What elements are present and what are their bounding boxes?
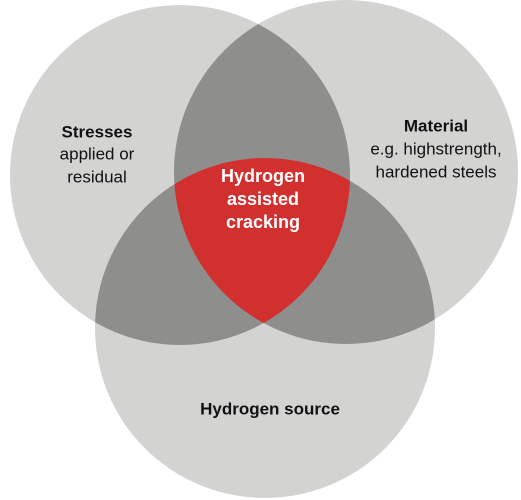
node-label: Stresses [62,122,133,141]
node-description: applied or [60,144,135,163]
node-label: Hydrogen source [200,399,340,418]
node-description: e.g. highstrength, [370,139,501,158]
node-label: Material [404,116,468,135]
node-description: hardened steels [376,162,497,181]
intersection-label: Hydrogen [221,166,305,186]
node-description: residual [67,167,127,186]
intersection-label: cracking [226,212,300,232]
intersection-label: assisted [227,189,299,209]
